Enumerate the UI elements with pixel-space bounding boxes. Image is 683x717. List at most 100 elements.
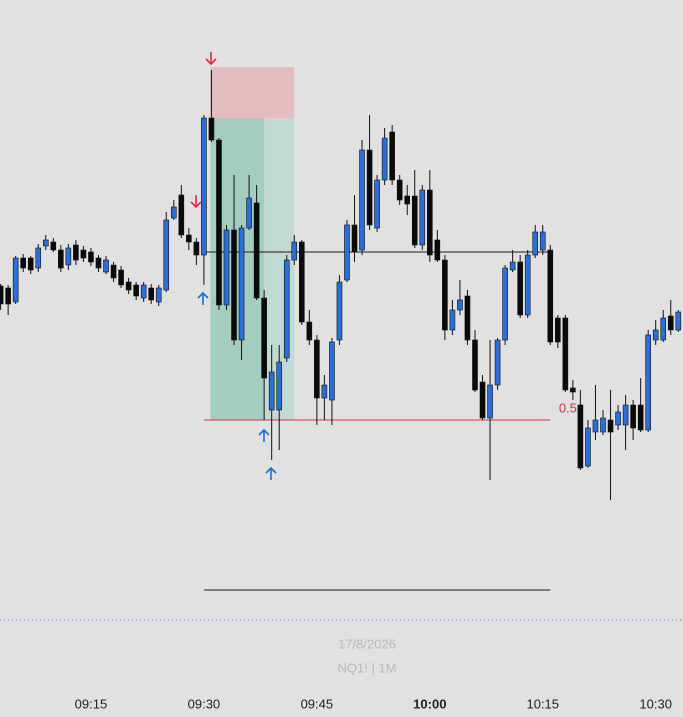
candle-body xyxy=(396,179,403,201)
x-tick-label: 10:30 xyxy=(639,696,672,711)
candle-body xyxy=(592,419,599,433)
candle-body xyxy=(585,427,591,467)
candle-body xyxy=(615,411,621,426)
candle-body xyxy=(600,417,606,433)
candle-body xyxy=(201,117,207,256)
stop-zone xyxy=(210,67,295,118)
candle-body xyxy=(42,239,49,247)
candle-body xyxy=(570,387,576,393)
candle-body xyxy=(268,371,275,411)
candle-body xyxy=(487,384,493,419)
candle-body xyxy=(547,249,554,343)
watermark-date: 17/8/2026 xyxy=(338,636,396,651)
x-tick-label: 09:15 xyxy=(75,696,108,711)
candle-body xyxy=(419,189,426,246)
candle-body xyxy=(125,281,132,291)
candle-body xyxy=(389,131,395,181)
candle-body xyxy=(231,229,237,341)
candle-body xyxy=(140,284,147,299)
candle-body xyxy=(517,261,523,316)
candle-body xyxy=(88,251,94,263)
candle-body xyxy=(622,404,629,426)
x-tick-label: 10:00 xyxy=(413,696,446,711)
candle-body xyxy=(133,284,139,297)
x-tick-label: 09:45 xyxy=(301,696,334,711)
candle-body xyxy=(645,334,651,431)
candle-body xyxy=(442,259,448,331)
candle-body xyxy=(336,281,343,341)
candle-body xyxy=(223,229,230,306)
watermark-symbol: NQ1! | 1M xyxy=(337,660,396,675)
candle-body xyxy=(73,244,79,261)
candle-body xyxy=(314,339,320,399)
candle-body xyxy=(306,321,313,341)
candle-body xyxy=(291,241,298,261)
candle-body xyxy=(155,287,162,303)
candle-body xyxy=(148,287,154,301)
candle-body xyxy=(524,254,531,316)
candle-body xyxy=(675,311,682,331)
candle-body xyxy=(110,264,117,279)
candle-body xyxy=(457,299,463,311)
candle-body xyxy=(479,381,486,419)
candle-body xyxy=(321,384,328,399)
candle-body xyxy=(660,317,667,341)
candle-body xyxy=(253,202,260,299)
candle-body xyxy=(5,287,11,305)
candle-body xyxy=(494,339,501,386)
candle-body xyxy=(637,404,644,431)
candle-body xyxy=(434,239,441,261)
candle-body xyxy=(65,247,72,266)
x-tick-label: 10:15 xyxy=(526,696,559,711)
candle-body xyxy=(50,241,57,251)
candle-body xyxy=(261,297,267,379)
candle-body xyxy=(186,234,192,243)
candle-body xyxy=(329,341,335,401)
candle-body xyxy=(577,404,584,469)
plot: 0.5 xyxy=(0,67,682,591)
candle-body xyxy=(374,179,380,229)
candle-body xyxy=(20,257,26,269)
level-label: 0.5 xyxy=(559,400,577,415)
candle-body xyxy=(381,137,388,181)
signal-arrows xyxy=(190,52,277,480)
candle-body xyxy=(216,139,222,306)
candle-body xyxy=(502,267,508,341)
candle-body xyxy=(178,194,185,236)
candle-body xyxy=(427,189,433,256)
candle-body xyxy=(607,419,614,433)
candle-body xyxy=(193,241,200,256)
candle-body xyxy=(359,149,365,251)
buy-arrow xyxy=(197,291,277,480)
candle-body xyxy=(667,315,674,331)
candle-body xyxy=(555,317,561,343)
candle-body xyxy=(449,309,456,331)
candle-body xyxy=(539,231,546,251)
candle-body xyxy=(344,224,350,281)
candle-body xyxy=(283,259,290,359)
candle-body xyxy=(351,224,358,253)
candle-body xyxy=(118,269,124,286)
candle-body xyxy=(298,241,305,323)
candle-body xyxy=(246,197,252,229)
candle-body xyxy=(0,285,4,305)
candle-body xyxy=(95,257,102,269)
candle-body xyxy=(208,117,215,141)
candle-body xyxy=(35,247,42,269)
candle-body xyxy=(163,219,170,291)
candle-body xyxy=(472,339,478,391)
candle-body xyxy=(464,295,471,341)
candle-body xyxy=(411,195,418,246)
candle-body xyxy=(276,361,283,411)
candle-body xyxy=(366,149,373,226)
candle-body xyxy=(532,231,539,256)
candle-body xyxy=(27,257,34,271)
x-tick-label: 09:30 xyxy=(188,696,221,711)
candle-body xyxy=(12,257,19,303)
candle-body xyxy=(170,206,177,219)
candle-body xyxy=(58,249,64,269)
candle-body xyxy=(509,261,516,271)
